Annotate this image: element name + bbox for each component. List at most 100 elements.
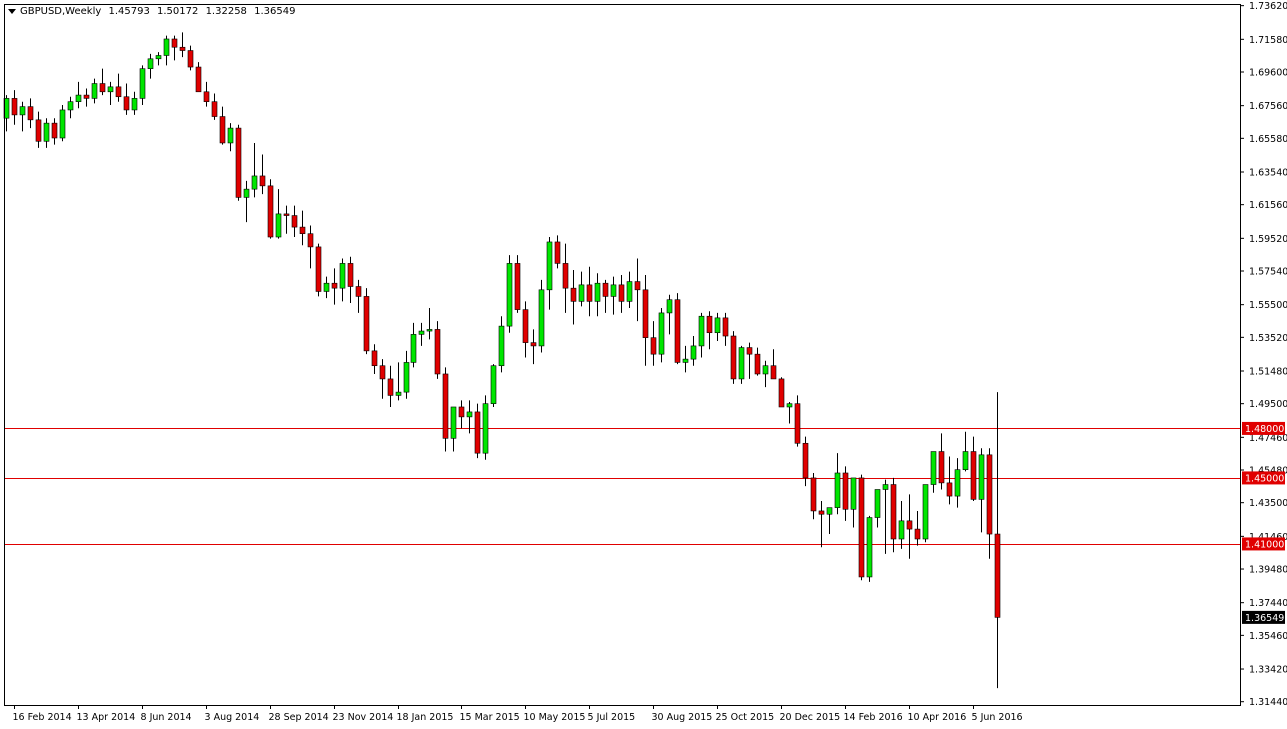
candle — [762, 360, 769, 388]
candle-body — [698, 315, 705, 347]
candle-body — [626, 281, 633, 302]
candle-body — [594, 282, 601, 302]
candle — [898, 501, 905, 549]
candle-body — [466, 411, 473, 418]
candle-body — [938, 451, 945, 484]
candle — [674, 293, 681, 365]
candle — [379, 359, 386, 399]
candle-body — [618, 284, 625, 302]
dropdown-triangle-icon[interactable] — [8, 8, 16, 14]
y-tick-label: 1.51480 — [1249, 367, 1287, 378]
candle-body — [570, 287, 577, 302]
candle — [75, 81, 82, 109]
candle — [690, 336, 697, 366]
candle-body — [730, 335, 737, 380]
candle-body — [227, 127, 234, 144]
candle-body — [115, 86, 122, 98]
candle — [842, 466, 849, 521]
candle — [99, 68, 106, 96]
candle — [466, 400, 473, 434]
candle — [954, 458, 961, 508]
time-axis: 16 Feb 2014 13 Apr 2014 8 Jun 2014 3 Aug 20… — [13, 705, 1023, 723]
candle-body — [283, 213, 290, 216]
candle-body — [810, 477, 817, 512]
candle-body — [35, 119, 42, 142]
y-tick-label: 1.55500 — [1249, 300, 1287, 311]
level-price-label: 1.45000 — [1245, 473, 1284, 484]
candle — [890, 477, 897, 553]
candle-body — [187, 50, 194, 68]
x-tick-label: 5 Jun 2016 — [972, 712, 1023, 723]
x-tick-label: 5 Jul 2015 — [588, 712, 636, 723]
x-tick-label: 30 Aug 2015 — [652, 712, 713, 723]
candle — [139, 65, 146, 105]
candle — [634, 258, 641, 322]
candle-body — [91, 83, 98, 99]
level-price-label: 1.48000 — [1245, 424, 1284, 435]
candle — [602, 279, 609, 313]
candle-body — [610, 284, 617, 297]
candle-body — [59, 109, 66, 139]
candle — [171, 35, 178, 61]
x-tick-label: 10 May 2015 — [524, 712, 586, 723]
candle-body — [403, 362, 410, 393]
close-price: 1.36549 — [254, 6, 296, 17]
candle — [107, 81, 114, 105]
candle — [714, 312, 721, 341]
candle-body — [75, 94, 82, 102]
candle-body — [842, 472, 849, 510]
candle — [299, 210, 306, 246]
candle — [730, 331, 737, 384]
candle — [746, 342, 753, 379]
candle-body — [722, 317, 729, 337]
candle — [227, 123, 234, 152]
candle-body — [506, 263, 513, 327]
candle-body — [243, 188, 250, 198]
level-price-tag — [1242, 421, 1285, 435]
candle-body — [339, 263, 346, 289]
candle-body — [906, 520, 913, 530]
candle — [203, 81, 210, 107]
candle-body — [43, 122, 50, 142]
candle-body — [818, 510, 825, 515]
y-tick-label: 1.43500 — [1249, 498, 1287, 509]
candle-body — [898, 520, 905, 540]
candle-body — [826, 507, 833, 515]
candle-body — [211, 101, 218, 117]
candle — [834, 453, 841, 515]
candle-body — [315, 246, 322, 292]
candle — [11, 90, 18, 125]
y-tick-label: 1.69600 — [1249, 67, 1287, 78]
candle — [522, 301, 529, 358]
candle-body — [562, 263, 569, 289]
candle-body — [546, 241, 553, 291]
candle — [323, 276, 330, 299]
candle-body — [99, 83, 106, 93]
candle-body — [914, 528, 921, 540]
candle-body — [147, 58, 154, 69]
candle — [618, 274, 625, 313]
candle — [410, 322, 417, 368]
candle — [339, 258, 346, 302]
candle — [610, 276, 617, 315]
level-price-label: 1.41000 — [1245, 539, 1284, 550]
candle — [986, 448, 993, 559]
candle — [786, 402, 793, 424]
candle-body — [426, 329, 433, 332]
candle-body — [291, 215, 298, 228]
candle — [578, 271, 585, 307]
candle — [115, 73, 122, 102]
candle — [538, 279, 545, 353]
candle — [866, 515, 873, 582]
candle — [458, 400, 465, 429]
candle-body — [299, 226, 306, 235]
candle — [802, 436, 809, 487]
candle — [562, 243, 569, 313]
candle — [962, 431, 969, 472]
candle-body — [514, 263, 521, 310]
candle — [754, 347, 761, 376]
low-price: 1.32258 — [205, 6, 247, 17]
candle — [930, 451, 937, 493]
